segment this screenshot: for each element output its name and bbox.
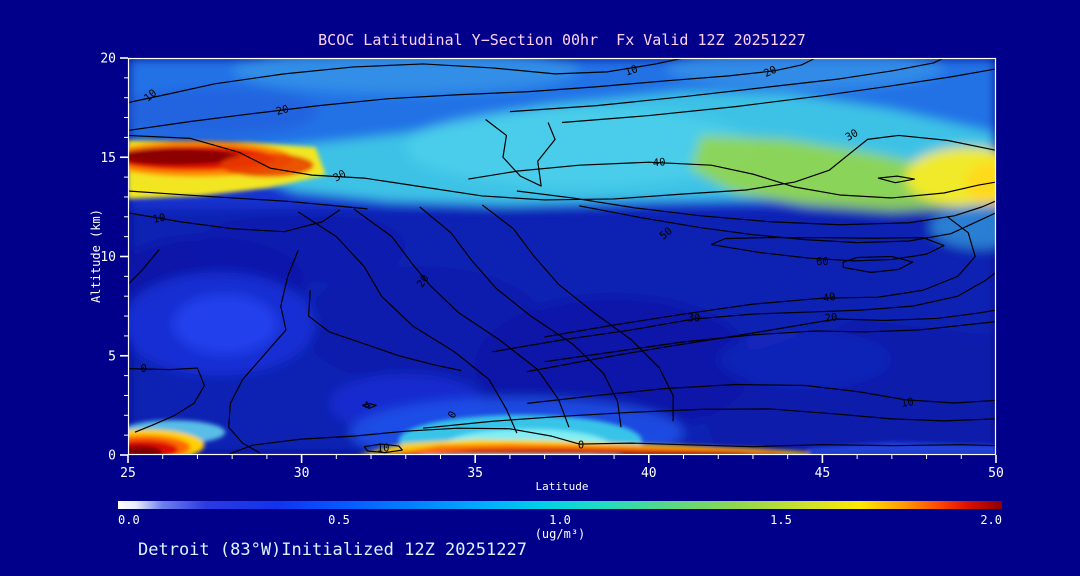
svg-text:0: 0: [446, 409, 460, 420]
svg-text:20: 20: [275, 103, 290, 118]
svg-text:50: 50: [988, 466, 1004, 481]
colorbar-tick: 2.0: [980, 513, 1002, 527]
svg-text:20: 20: [415, 273, 432, 290]
footer-run-info: Detroit (83°W)Initialized 12Z 20251227: [138, 540, 527, 560]
svg-text:10: 10: [900, 396, 915, 410]
svg-text:5: 5: [108, 349, 116, 364]
svg-text:15: 15: [100, 151, 116, 166]
svg-text:20: 20: [824, 311, 838, 325]
colorbar-tick: 0.0: [118, 513, 140, 527]
svg-text:4: 4: [362, 399, 373, 413]
svg-text:0: 0: [108, 449, 116, 464]
svg-text:25: 25: [120, 466, 136, 481]
svg-text:45: 45: [815, 466, 831, 481]
svg-text:10: 10: [623, 63, 639, 79]
svg-text:30: 30: [294, 466, 310, 481]
contour-lines: [128, 58, 996, 455]
colorbar: [118, 501, 1002, 509]
svg-text:10: 10: [100, 250, 116, 265]
x-axis-label: Latitude: [535, 480, 589, 493]
svg-text:30: 30: [331, 168, 348, 185]
svg-text:30: 30: [688, 312, 701, 324]
colorbar-tick: 1.0: [549, 513, 571, 527]
svg-text:20: 20: [762, 64, 779, 80]
svg-text:10: 10: [152, 212, 167, 226]
colorbar-tick-labels: 0.0 0.5 1.0 1.5 2.0: [118, 513, 1002, 527]
svg-text:0: 0: [578, 439, 584, 451]
page-title: BCOC Latitudinal Y−Section 00hr Fx Valid…: [318, 31, 806, 49]
svg-text:40: 40: [641, 466, 657, 481]
svg-text:0: 0: [140, 363, 146, 375]
colorbar-tick: 0.5: [328, 513, 350, 527]
svg-text:35: 35: [467, 466, 483, 481]
svg-text:40: 40: [652, 156, 666, 169]
svg-text:10: 10: [377, 442, 390, 454]
svg-text:40: 40: [822, 291, 837, 305]
svg-text:60: 60: [816, 256, 829, 268]
colorbar-tick: 1.5: [770, 513, 792, 527]
colorbar-unit: (ug/m³): [534, 527, 586, 541]
svg-text:20: 20: [100, 52, 116, 67]
svg-text:30: 30: [843, 127, 860, 144]
filled-contour-field: [128, 58, 996, 455]
